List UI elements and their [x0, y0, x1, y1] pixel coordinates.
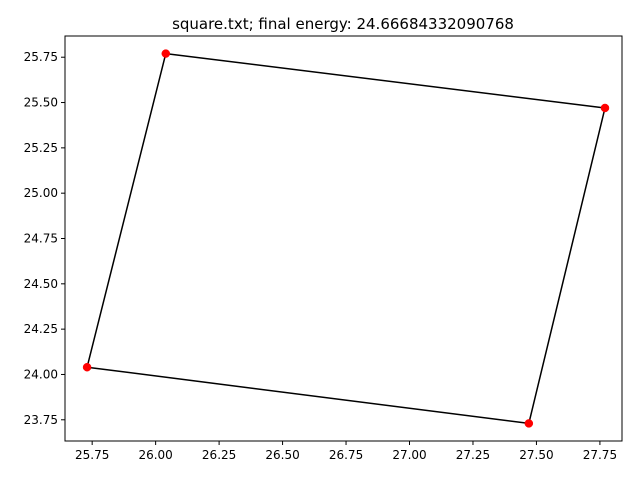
- y-axis-ticks: 23.75 24.00 24.25 24.50 24.75 25.00 25.25 25.50…: [24, 50, 65, 427]
- y-tick-label: 24.75: [24, 232, 58, 246]
- data-point-marker: [600, 103, 610, 113]
- x-tick-label: 25.75: [75, 448, 109, 462]
- x-tick-label: 26.75: [329, 448, 363, 462]
- data-point-marker: [524, 419, 534, 428]
- y-tick-label: 23.75: [24, 413, 58, 427]
- axes-frame: [64, 35, 623, 442]
- x-tick-label: 26.25: [202, 448, 236, 462]
- y-tick-label: 24.00: [24, 367, 58, 381]
- plot-area: [82, 49, 610, 428]
- y-tick-label: 25.00: [24, 186, 58, 200]
- data-point-marker: [161, 49, 171, 58]
- y-tick-label: 25.50: [24, 96, 58, 110]
- x-tick-label: 26.50: [265, 448, 299, 462]
- chart-title: square.txt; final energy: 24.66684332090…: [172, 15, 514, 33]
- data-point-marker: [82, 362, 92, 372]
- y-tick-label: 25.25: [24, 141, 58, 155]
- x-tick-label: 27.25: [456, 448, 490, 462]
- y-tick-label: 24.25: [24, 322, 58, 336]
- x-axis-ticks: 25.75 26.00 26.25 26.50 26.75 27.00 27.25 27.50…: [75, 441, 617, 462]
- y-tick-label: 25.75: [24, 50, 58, 64]
- y-tick-label: 24.50: [24, 277, 58, 291]
- x-tick-label: 26.00: [138, 448, 172, 462]
- x-tick-label: 27.00: [392, 448, 426, 462]
- x-tick-label: 27.75: [583, 448, 617, 462]
- x-tick-label: 27.50: [519, 448, 553, 462]
